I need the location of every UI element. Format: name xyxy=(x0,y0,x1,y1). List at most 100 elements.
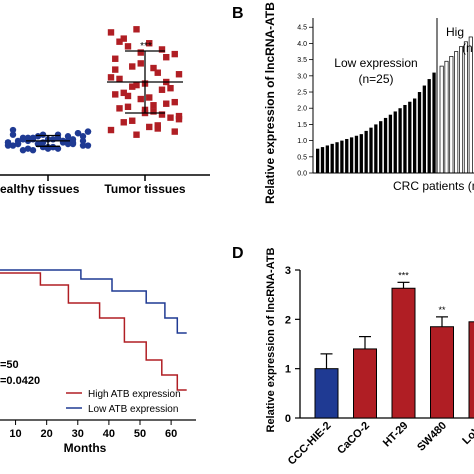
panel-a-point xyxy=(34,140,42,148)
panel-a-point xyxy=(154,125,161,132)
panel-b-y-label: Relative expression of lncRNA-ATB xyxy=(263,2,277,204)
panel-b-bar-low xyxy=(325,145,329,173)
panel-b-bar-low xyxy=(369,127,373,173)
panel-c-tick-label: 50 xyxy=(134,428,146,440)
panel-a-point xyxy=(124,92,132,100)
panel-c: 10 20 30 40 50 60 Months =50 =0.0420 High ATB… xyxy=(0,269,196,455)
panel-a-point xyxy=(44,145,52,152)
panel-a-point xyxy=(79,133,87,140)
panel-b-bar-low xyxy=(427,79,431,173)
panel-a-point xyxy=(79,142,87,149)
panel-b-low-n: (n=25) xyxy=(358,72,393,86)
panel-a-point xyxy=(79,137,87,145)
panel-a-point xyxy=(120,89,127,97)
panel-b-bar-low xyxy=(364,130,368,173)
panel-a-point xyxy=(171,50,178,58)
panel-a-point xyxy=(129,83,136,90)
panel-a-point xyxy=(29,136,37,143)
panel-c-tick-label: 20 xyxy=(41,428,53,440)
panel-b-bar-low xyxy=(408,101,412,173)
panel-a-point xyxy=(29,147,37,154)
panel-a-point xyxy=(4,139,12,146)
panel-b: B Relative expression of lncRNA-ATB 0.00… xyxy=(232,2,474,204)
panel-b-bar-low xyxy=(422,85,426,173)
panel-b-bar-low xyxy=(345,138,349,173)
panel-a-point xyxy=(150,102,157,109)
panel-b-bar-low xyxy=(349,137,354,173)
panel-a-point xyxy=(171,98,178,106)
panel-d-tick-label: 1 xyxy=(285,364,291,376)
panel-d: D Relative expression of lncRNA-ATB 0 1 2 3… xyxy=(232,245,474,467)
panel-a-point xyxy=(107,74,115,81)
panel-b-bar-high xyxy=(459,46,464,174)
panel-b-bar-low xyxy=(432,72,436,173)
panel-b-tick-label: 1.5 xyxy=(297,122,307,129)
panel-b-bar-high xyxy=(444,60,449,174)
panel-a-point xyxy=(112,66,119,73)
panel-d-category-label: SW480 xyxy=(415,420,449,454)
panel-b-tick-label: 3.0 xyxy=(297,73,307,80)
panel-a-point xyxy=(137,95,144,103)
panel-d-bar xyxy=(391,287,416,419)
panel-a-point xyxy=(64,133,72,140)
panel-a-point xyxy=(154,69,161,76)
panel-b-tick-label: 1.0 xyxy=(297,138,307,145)
panel-b-y-ticks: 0.0 0.5 1.0 1.5 2.0 2.5 3.0 3.5 4.0 4.5 xyxy=(297,25,313,178)
panel-a-point xyxy=(158,86,166,93)
panel-a-stat-bars xyxy=(26,50,183,147)
panel-a-point xyxy=(74,129,82,137)
panel-b-bar-low xyxy=(413,98,417,173)
panel-b-bar-high xyxy=(463,41,468,174)
panel-a-point xyxy=(150,64,157,72)
panel-c-curve xyxy=(0,272,187,391)
panel-a-point xyxy=(116,38,123,45)
panel-a-point xyxy=(133,131,140,138)
panel-c-legend-high: High ATB expression xyxy=(88,389,181,400)
panel-b-bar-low xyxy=(379,121,383,173)
panel-b-bar-low xyxy=(388,114,393,173)
panel-a-point xyxy=(14,140,22,148)
panel-a-points xyxy=(4,26,183,154)
panel-a-point xyxy=(124,103,132,110)
panel-d-significance: ** xyxy=(438,305,446,315)
panel-b-bar-low xyxy=(417,92,422,173)
panel-b-tick-label: 2.0 xyxy=(297,106,307,113)
panel-a-significance: *** xyxy=(140,41,152,52)
panel-d-category-label: HT-29 xyxy=(381,420,411,450)
panel-a-point xyxy=(49,143,57,151)
panel-c-legend-low: Low ATB expression xyxy=(88,404,178,415)
panel-b-bar-low xyxy=(374,124,378,173)
panel-a-point xyxy=(19,147,27,154)
panel-b-tick-label: 4.0 xyxy=(297,41,307,48)
panel-a-point xyxy=(9,131,17,138)
panel-b-high-label: Hig xyxy=(446,25,464,39)
panel-a-point xyxy=(24,145,32,152)
panel-d-bar xyxy=(314,368,339,419)
panel-c-stat-p: =0.0420 xyxy=(0,375,40,387)
panel-a-point xyxy=(129,117,136,124)
panel-a-point xyxy=(34,133,42,140)
panel-b-tick-label: 0.0 xyxy=(297,171,307,178)
panel-d-significance: *** xyxy=(398,270,409,280)
panel-a-point xyxy=(112,55,119,62)
panel-d-bar xyxy=(468,321,474,419)
panel-a-point xyxy=(133,26,140,33)
panel-a-point xyxy=(9,142,17,149)
panel-d-category-label: LoVo xyxy=(460,419,474,447)
panel-c-x-label: Months xyxy=(64,441,107,455)
panel-a-point xyxy=(124,43,132,50)
panel-b-tick-label: 3.5 xyxy=(297,57,307,64)
panel-c-tick-label: 30 xyxy=(72,428,84,440)
panel-d-y-label: Relative expression of lncRNA-ATB xyxy=(265,247,277,432)
panel-a-point xyxy=(112,91,119,98)
panel-a-point xyxy=(163,100,170,107)
panel-a-point xyxy=(69,139,77,146)
panel-a-point xyxy=(175,71,183,78)
panel-b-bar-low xyxy=(316,148,320,173)
panel-b-bar-low xyxy=(383,117,388,173)
panel-a-point xyxy=(39,131,47,138)
panel-b-high-n: (n xyxy=(462,41,473,55)
panel-d-category-label: CaCO-2 xyxy=(335,420,372,457)
panel-c-tick-label: 10 xyxy=(9,428,21,440)
